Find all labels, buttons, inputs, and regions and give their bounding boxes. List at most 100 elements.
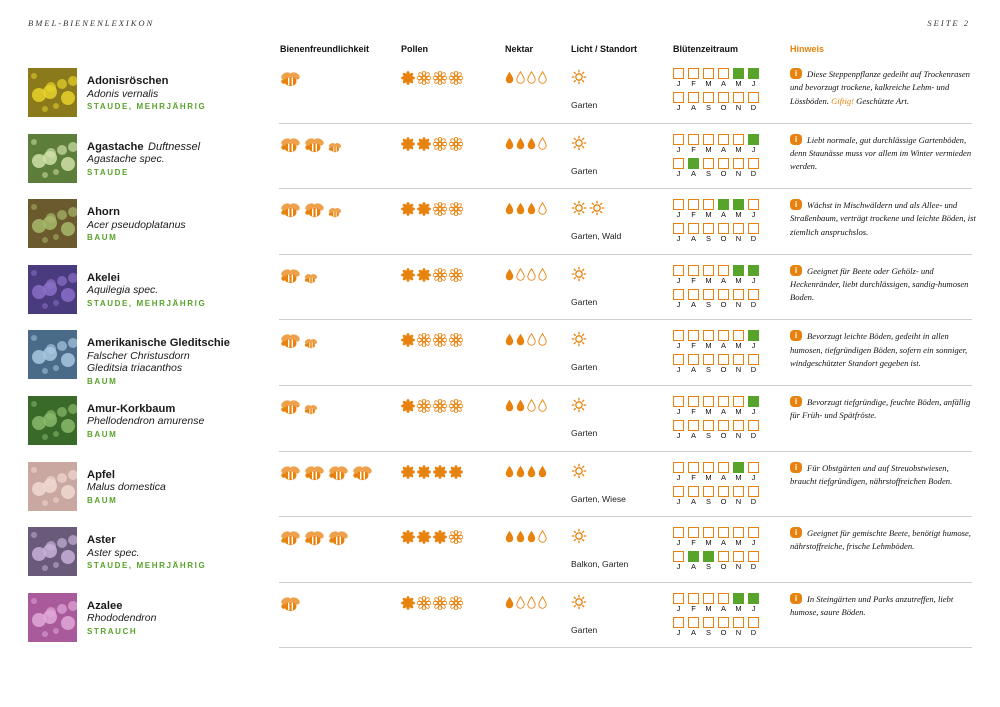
- column-header-nectar: Nektar: [505, 44, 534, 54]
- pollen-flower-icon: [417, 71, 431, 85]
- month-label: F: [691, 603, 696, 613]
- month-label: O: [720, 234, 727, 244]
- sun-icon: [571, 331, 587, 349]
- pollen-flower-icon: [417, 333, 431, 348]
- nectar-drop-icon: [516, 202, 525, 215]
- plant-subtitle: Rhododendron: [87, 612, 157, 625]
- bloom-month-box: [718, 92, 729, 103]
- bloom-month-box: [718, 485, 729, 497]
- bloom-month-box: [703, 330, 714, 342]
- bloom-month-box: [718, 288, 729, 300]
- month-label: A: [690, 562, 696, 572]
- month-label: A: [720, 341, 726, 351]
- nectar-rating: [505, 465, 547, 478]
- nectar-drop-icon: [505, 465, 514, 478]
- plant-category: STAUDE: [87, 167, 129, 177]
- plant-name: Ahorn: [87, 206, 120, 219]
- month-label: N: [735, 299, 742, 309]
- bloom-month-box: [718, 157, 729, 169]
- bloom-month-box: [688, 592, 699, 604]
- bloom-month-box: [718, 395, 729, 407]
- bloom-month-box: [748, 264, 759, 276]
- hint-text: i In Steingärten und Parks anzutreffen, l…: [790, 592, 976, 620]
- hint-body: Bevorzugt leichte Böden, gedeiht in alle…: [790, 331, 968, 368]
- pollen-flower-icon: [401, 530, 415, 545]
- month-label: O: [720, 627, 727, 637]
- plant-name: Aster: [87, 534, 116, 547]
- pollen-rating: [401, 398, 463, 413]
- row-divider: [279, 384, 972, 386]
- bloom-month-box: [733, 461, 744, 473]
- month-label: N: [735, 430, 742, 440]
- plant-category: BAUM: [87, 376, 118, 386]
- bee-rating: [280, 530, 349, 546]
- bloom-month-box: [733, 223, 744, 235]
- month-label: S: [705, 496, 711, 506]
- light-location: Balkon, Garten: [571, 528, 628, 569]
- plant-subtitle: Adonis vernalis: [87, 87, 159, 100]
- pollen-flower-icon: [401, 202, 415, 217]
- bloom-month-box: [703, 223, 714, 235]
- plant-row: Agastache Duftnessel Agastache spec. STA…: [28, 124, 972, 190]
- location-label: Garten: [571, 624, 598, 635]
- bee-rating: [280, 596, 301, 612]
- bloom-month-box: [673, 419, 684, 431]
- bloom-month-box: [718, 551, 729, 563]
- month-label: J: [676, 365, 681, 375]
- month-label: O: [720, 299, 727, 309]
- pollen-flower-icon: [449, 333, 463, 348]
- pollen-flower-icon: [433, 530, 447, 545]
- sun-icon: [571, 69, 587, 87]
- nectar-drop-icon: [505, 71, 514, 84]
- plant-category: STAUDE, MEHRJÄHRIG: [87, 561, 207, 571]
- month-label: M: [735, 144, 742, 154]
- bloom-month-box: [748, 592, 759, 604]
- bloom-month-box: [703, 264, 714, 276]
- column-header-light: Licht / Standort: [571, 44, 637, 54]
- bloom-month-box: [688, 419, 699, 431]
- month-label: F: [691, 79, 696, 88]
- nectar-drop-icon: [516, 137, 525, 150]
- light-location: Garten: [571, 69, 597, 110]
- location-label: Garten: [571, 296, 598, 307]
- bee-icon: [352, 465, 373, 481]
- info-icon: i: [790, 461, 802, 473]
- nectar-drop-icon: [516, 71, 525, 84]
- month-label: J: [751, 79, 756, 88]
- hint-body: Liebt normale, gut durchlässige Gartenbö…: [790, 134, 972, 172]
- pollen-flower-icon: [433, 464, 447, 479]
- month-label: N: [735, 365, 742, 375]
- hint-body: Wächst in Mischwäldern und als Allee- un…: [790, 200, 976, 237]
- row-divider: [279, 647, 972, 649]
- nectar-drop-icon: [516, 530, 525, 543]
- pollen-rating: [401, 71, 463, 85]
- bloom-month-box: [703, 527, 714, 539]
- bloom-month-box: [718, 133, 729, 145]
- month-label: J: [676, 299, 681, 309]
- bloom-month-box: [748, 485, 759, 497]
- month-label: J: [676, 538, 681, 548]
- plant-subtitle: Aster spec.: [87, 546, 140, 559]
- bloom-month-box: [673, 551, 684, 563]
- bloom-month-box: [688, 157, 699, 169]
- bloom-month-box: [688, 395, 699, 407]
- pollen-flower-icon: [417, 202, 431, 217]
- location-label: Garten, Wald: [571, 231, 622, 242]
- month-label: F: [691, 341, 696, 351]
- month-label: A: [720, 538, 726, 548]
- bee-rating: [280, 399, 318, 415]
- plant-subtitle: Falscher Christusdorn: [87, 349, 190, 362]
- plant-names: Amerikanische Gleditschie Falscher Chris…: [87, 336, 277, 388]
- bee-rating: [280, 202, 342, 218]
- plant-photo: [28, 133, 77, 183]
- running-head-right: SEITE 2: [927, 18, 970, 28]
- bloom-month-box: [718, 330, 729, 342]
- nectar-rating: [505, 595, 547, 609]
- location-label: Balkon, Garten: [571, 559, 629, 570]
- bee-rating: [280, 333, 318, 349]
- month-label: M: [705, 472, 712, 482]
- month-label: M: [705, 603, 712, 613]
- month-label: D: [750, 562, 757, 572]
